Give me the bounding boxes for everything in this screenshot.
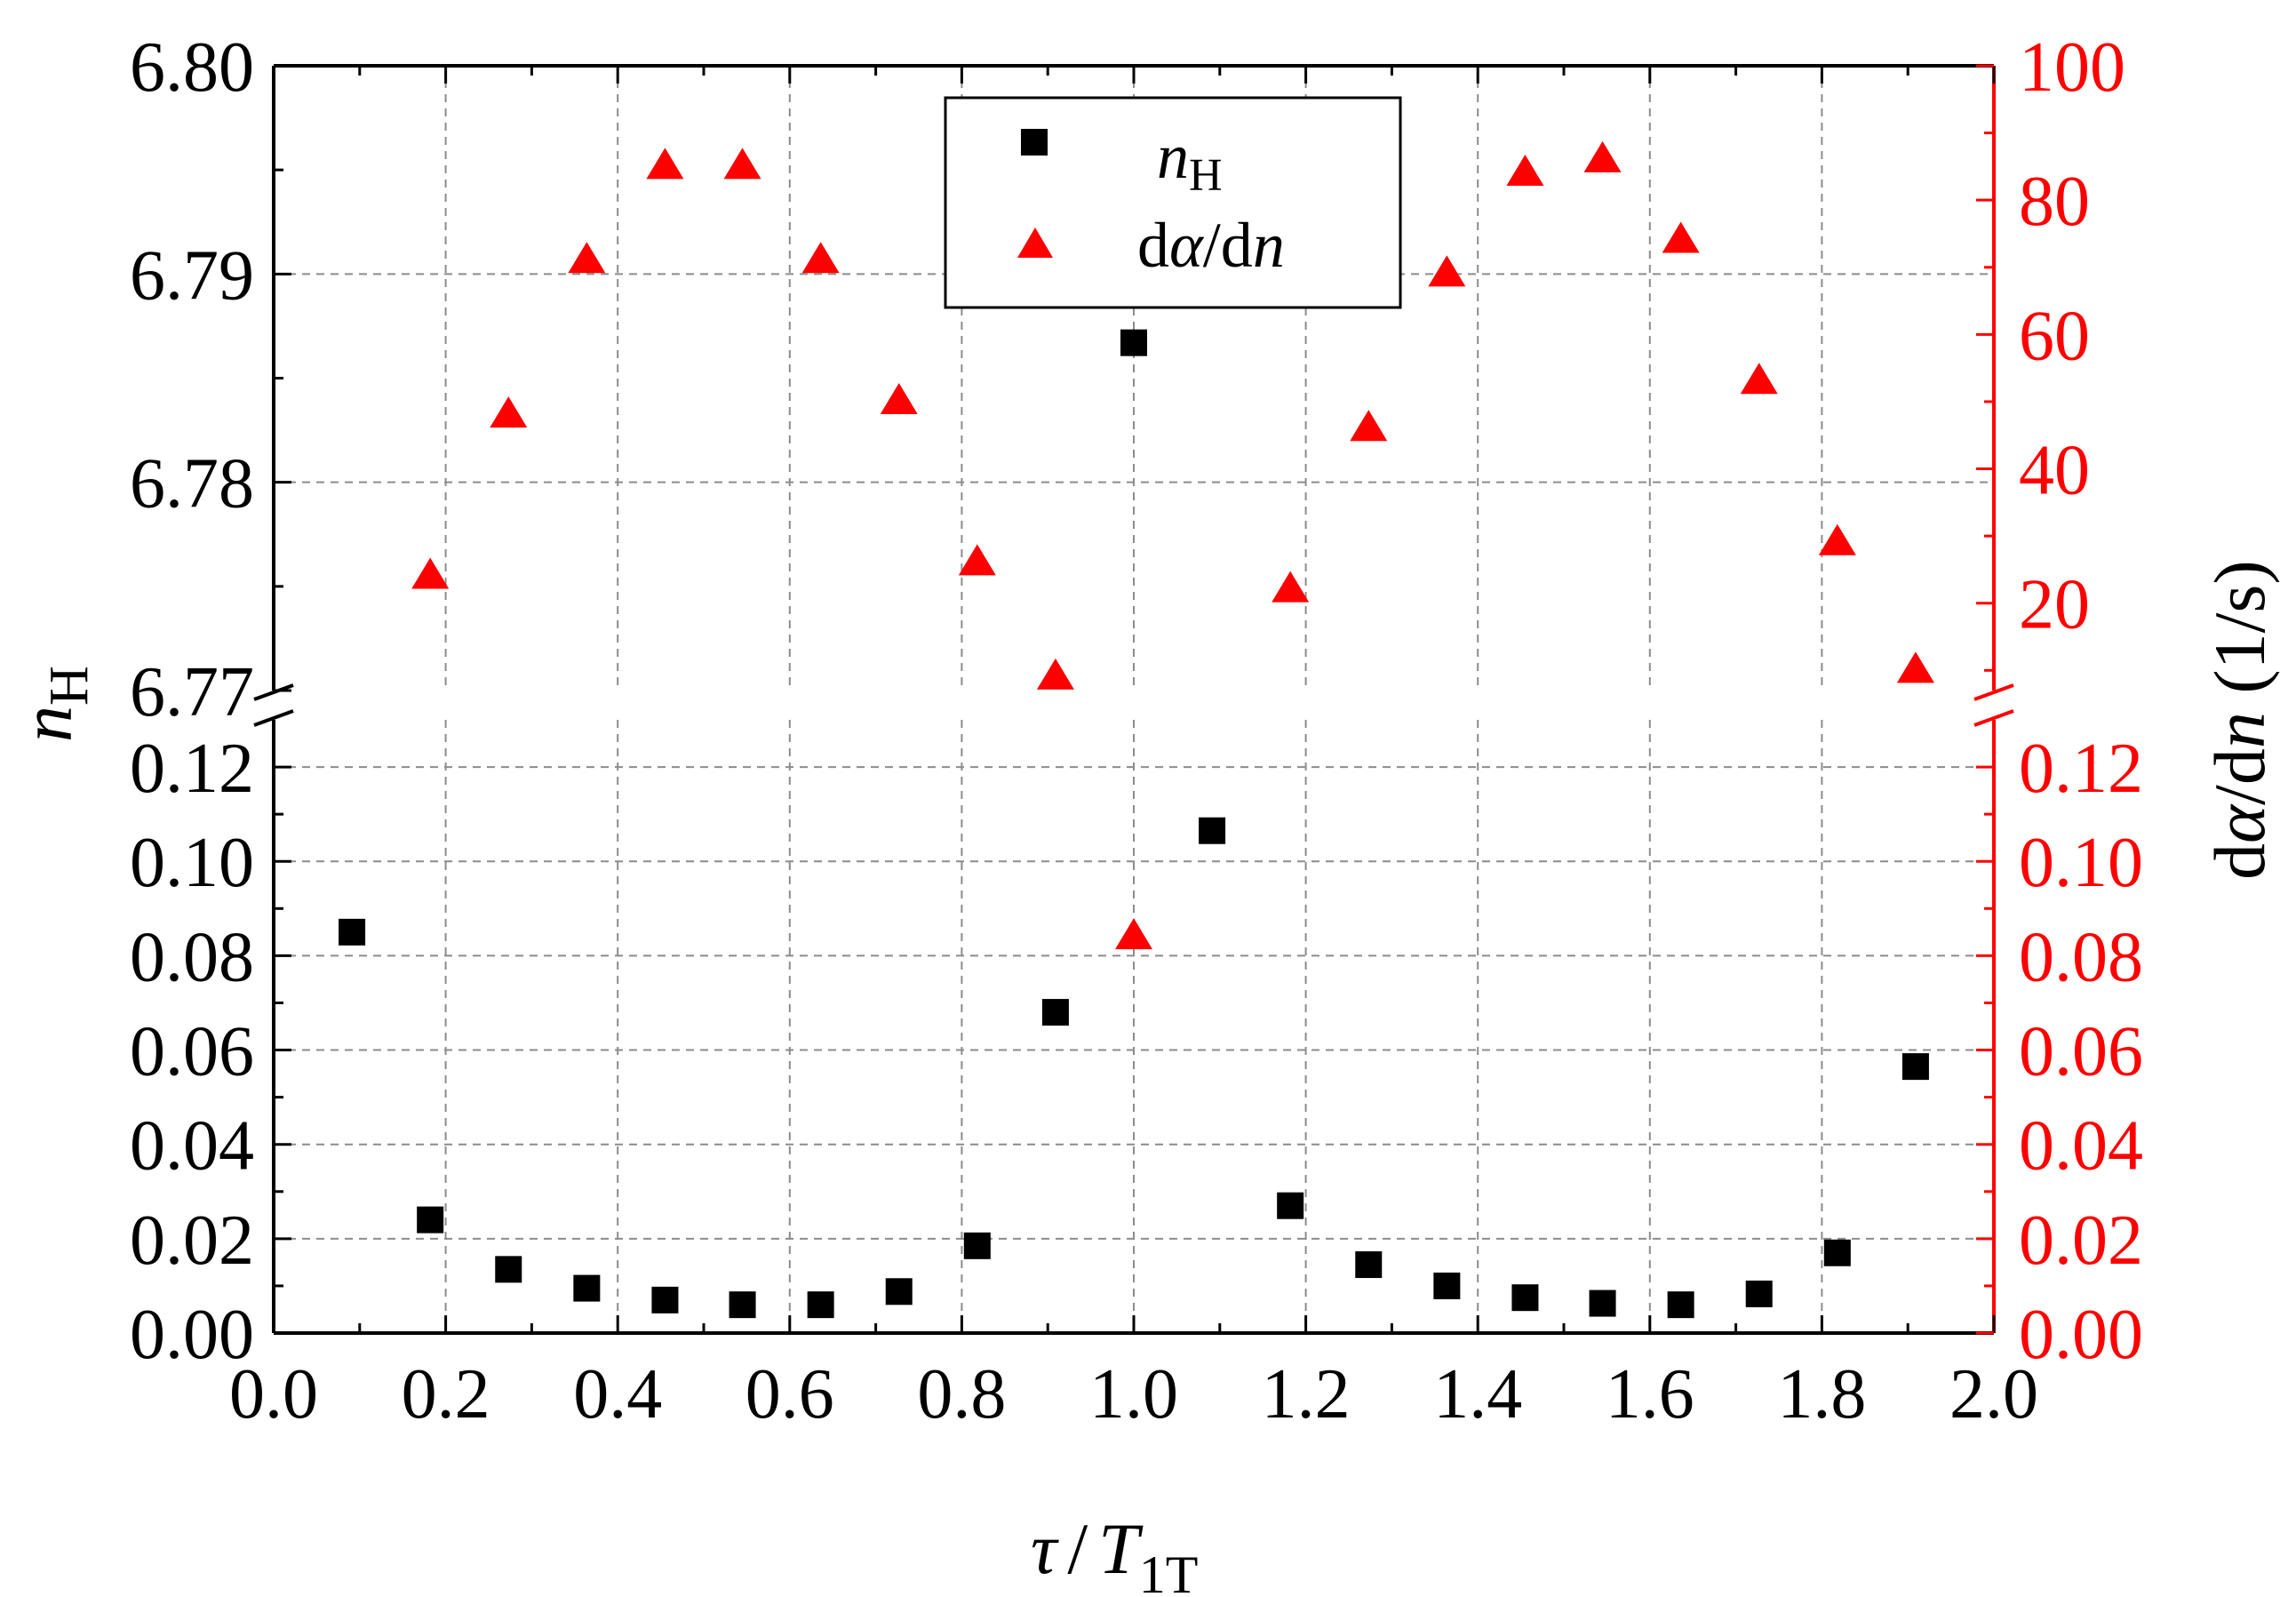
data-point-nH <box>807 1291 834 1319</box>
x-tick-label: 1.8 <box>1777 1355 1866 1433</box>
data-point-nH <box>651 1286 679 1314</box>
x-tick-label: 1.2 <box>1262 1355 1351 1433</box>
x-tick-label: 0.4 <box>573 1355 662 1433</box>
y-tick-label-left-upper: 6.77 <box>130 653 254 731</box>
x-tick-label: 1.6 <box>1606 1355 1694 1433</box>
y-tick-label-left-lower: 0.02 <box>130 1202 254 1280</box>
y-tick-label-left-lower: 0.06 <box>130 1013 254 1091</box>
y-tick-label-right-lower: 0.04 <box>2019 1107 2143 1186</box>
data-point-nH <box>885 1278 913 1306</box>
data-point-dadn <box>646 148 684 180</box>
y-tick-label-left-lower: 0.12 <box>130 730 254 808</box>
data-point-nH <box>1041 999 1069 1026</box>
data-points <box>339 140 1934 1319</box>
x-axis-title: τ / T1T <box>1031 1508 1198 1597</box>
y-tick-label-right-lower: 0.00 <box>2019 1296 2143 1374</box>
y-tick-label-right-lower: 0.06 <box>2019 1013 2143 1091</box>
y-tick-label-left-upper: 6.80 <box>130 28 254 107</box>
y-tick-label-right-upper: 80 <box>2019 163 2090 241</box>
y-tick-label-left-lower: 0.10 <box>130 824 254 902</box>
data-point-nH <box>1199 817 1226 844</box>
data-point-dadn <box>1115 918 1152 950</box>
y-axis-right-title: dα/dn (1/s) <box>2199 560 2280 880</box>
y-tick-label-left-upper: 6.79 <box>130 236 254 315</box>
data-point-dadn <box>1036 658 1074 690</box>
y-tick-label-right-lower: 0.08 <box>2019 918 2143 996</box>
axis-break-mark <box>1973 683 2014 701</box>
data-point-dadn <box>568 242 606 274</box>
data-point-dadn <box>1272 571 1310 603</box>
data-point-dadn <box>1662 221 1700 253</box>
y-tick-label-right-lower: 0.12 <box>2019 730 2143 808</box>
data-point-nH <box>963 1232 991 1259</box>
data-point-dadn <box>1818 523 1856 555</box>
data-point-dadn <box>723 148 761 180</box>
y-tick-label-right-lower: 0.10 <box>2019 824 2143 902</box>
y-tick-label-right-upper: 40 <box>2019 432 2090 510</box>
data-point-nH <box>1277 1192 1304 1219</box>
y-tick-label-right-upper: 60 <box>2019 297 2090 375</box>
x-tick-label: 0.6 <box>745 1355 834 1433</box>
data-point-dadn <box>880 382 918 414</box>
legend-label-nh: nH <box>1157 121 1223 201</box>
axis-break-mark <box>253 709 294 727</box>
data-point-dadn <box>1740 363 1778 395</box>
x-tick-label: 0.0 <box>229 1355 318 1433</box>
legend: nH dα/dn <box>944 96 1402 309</box>
data-point-dadn <box>490 396 528 428</box>
x-tick-label: 1.4 <box>1433 1355 1522 1433</box>
y-tick-label-left-lower: 0.00 <box>130 1296 254 1374</box>
legend-triangle-marker <box>1017 228 1053 258</box>
data-point-dadn <box>1428 255 1466 287</box>
data-point-nH <box>339 918 366 946</box>
data-point-nH <box>495 1256 522 1283</box>
legend-box <box>944 96 1402 309</box>
data-point-dadn <box>1896 651 1934 683</box>
data-point-nH <box>1511 1284 1539 1312</box>
data-point-nH <box>1901 1053 1929 1081</box>
data-point-dadn <box>958 544 996 576</box>
data-point-nH <box>573 1274 601 1302</box>
y-tick-label-right-lower: 0.02 <box>2019 1202 2143 1280</box>
data-point-dadn <box>1350 410 1388 442</box>
y-tick-label-right-upper: 20 <box>2019 566 2090 644</box>
y-axis-left-title: nH <box>6 666 100 742</box>
data-point-nH <box>729 1291 756 1319</box>
tick-marks <box>272 64 1996 1335</box>
axis-break-mark <box>253 683 294 701</box>
y-tick-label-left-lower: 0.08 <box>130 918 254 996</box>
tick-labels: 0.0 0.2 0.4 0.6 0.8 1.0 1.2 1.4 1.6 1.8 2.00.000.0… <box>130 28 2143 1433</box>
data-point-dadn <box>411 557 450 589</box>
data-point-nH <box>1120 329 1147 356</box>
data-point-nH <box>417 1206 444 1234</box>
y-tick-label-left-lower: 0.04 <box>130 1107 254 1186</box>
x-tick-label: 0.8 <box>917 1355 1006 1433</box>
y-tick-label-right-upper: 100 <box>2019 28 2125 107</box>
data-point-nH <box>1589 1290 1616 1317</box>
legend-label-dadn: dα/dn <box>1137 210 1285 281</box>
y-tick-label-left-upper: 6.78 <box>130 445 254 523</box>
data-point-nH <box>1355 1251 1383 1279</box>
data-point-dadn <box>1506 154 1544 186</box>
legend-square-marker <box>1021 129 1048 156</box>
data-point-nH <box>1823 1239 1851 1266</box>
data-point-dadn <box>801 242 840 274</box>
x-tick-label: 0.2 <box>402 1355 490 1433</box>
x-tick-label: 2.0 <box>1949 1355 2038 1433</box>
axis-break-mark <box>1973 709 2014 727</box>
data-point-nH <box>1745 1280 1773 1307</box>
data-point-dadn <box>1583 140 1622 172</box>
data-point-nH <box>1433 1272 1461 1299</box>
data-point-nH <box>1667 1291 1694 1319</box>
x-tick-label: 1.0 <box>1089 1355 1178 1433</box>
